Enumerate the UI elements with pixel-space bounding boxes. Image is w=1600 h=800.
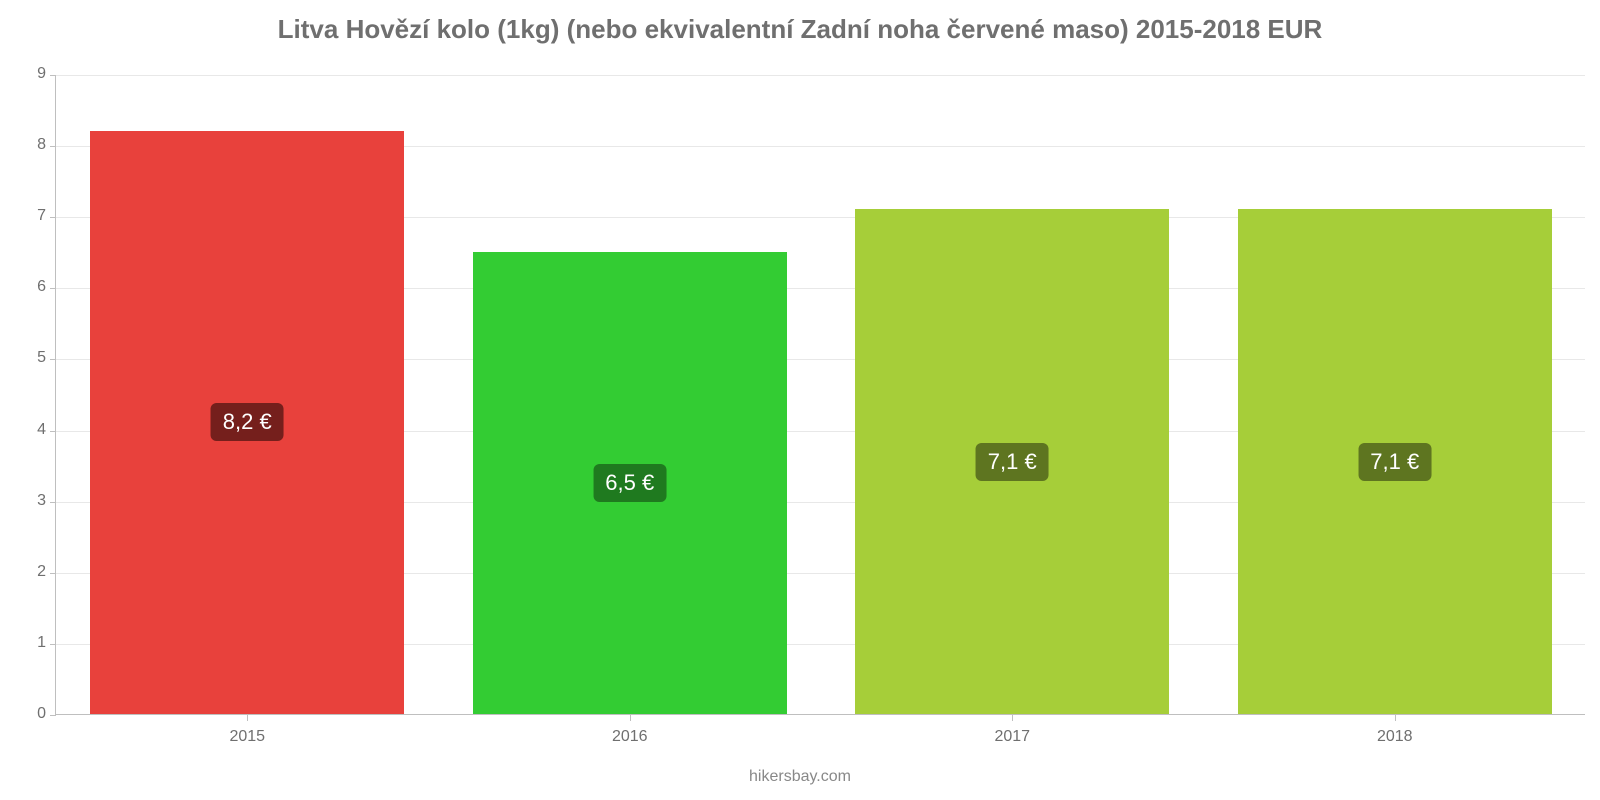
y-tick-label: 1 <box>37 634 56 652</box>
bar-value-label: 7,1 € <box>976 443 1049 481</box>
x-tick-label: 2016 <box>612 714 648 746</box>
gridline <box>56 75 1585 76</box>
y-tick-label: 0 <box>37 705 56 723</box>
source-text: hikersbay.com <box>749 768 851 786</box>
y-tick-label: 6 <box>37 278 56 296</box>
y-tick-label: 3 <box>37 492 56 510</box>
x-tick-label: 2017 <box>994 714 1030 746</box>
y-tick-label: 8 <box>37 136 56 154</box>
chart-title: Litva Hovězí kolo (1kg) (nebo ekvivalent… <box>0 0 1600 45</box>
chart-container: Litva Hovězí kolo (1kg) (nebo ekvivalent… <box>0 0 1600 800</box>
bar-value-label: 8,2 € <box>211 403 284 441</box>
x-tick-label: 2018 <box>1377 714 1413 746</box>
y-tick-label: 7 <box>37 207 56 225</box>
bar-value-label: 6,5 € <box>593 464 666 502</box>
bar-value-label: 7,1 € <box>1358 443 1431 481</box>
y-tick-label: 4 <box>37 421 56 439</box>
y-tick-label: 2 <box>37 563 56 581</box>
plot-area: 01234567898,2 €20156,5 €20167,1 €20177,1… <box>55 75 1585 715</box>
y-tick-label: 5 <box>37 349 56 367</box>
y-tick-label: 9 <box>37 65 56 83</box>
x-tick-label: 2015 <box>229 714 265 746</box>
